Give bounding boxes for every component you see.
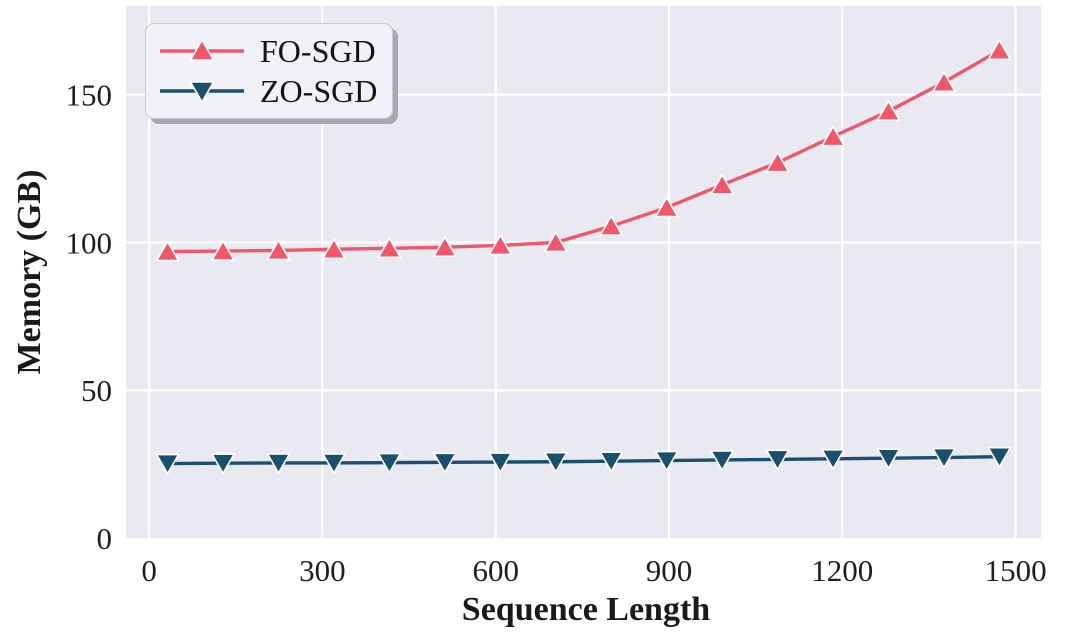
- fo-sgd-marker-icon: [160, 38, 244, 61]
- zo-sgd-marker: [709, 450, 735, 472]
- fo-sgd-marker: [377, 236, 402, 259]
- x-tick-label: 900: [646, 553, 693, 588]
- zo-sgd-marker: [321, 453, 347, 475]
- x-axis-title: Sequence Length: [461, 591, 711, 628]
- fo-sgd-marker: [155, 240, 180, 262]
- fo-sgd-marker: [709, 173, 735, 195]
- legend: FO-SGD ZO-SGD: [145, 23, 393, 119]
- fo-sgd-marker: [321, 237, 347, 260]
- zo-sgd-marker: [765, 449, 790, 471]
- x-tick-label: 600: [472, 553, 519, 588]
- zo-sgd-marker: [654, 450, 680, 473]
- zo-sgd-marker: [931, 447, 957, 470]
- fo-sgd-marker: [820, 125, 846, 147]
- x-tick-label: 1200: [811, 553, 873, 588]
- y-axis-title: Memory (GB): [11, 169, 48, 375]
- zo-sgd-marker: [377, 452, 402, 475]
- fo-sgd-marker: [931, 70, 957, 93]
- x-tick-label: 300: [299, 553, 346, 588]
- fo-sgd-marker: [543, 230, 569, 253]
- x-tick-label: 0: [141, 553, 157, 588]
- fo-sgd-marker: [266, 238, 291, 261]
- legend-item-fo-sgd: FO-SGD: [158, 31, 380, 71]
- fo-sgd-marker: [987, 38, 1012, 61]
- fo-sgd-marker: [432, 235, 458, 257]
- y-tick-label: 50: [81, 373, 112, 408]
- legend-item-zo-sgd: ZO-SGD: [158, 71, 380, 111]
- zo-sgd-marker: [820, 448, 846, 471]
- zo-sgd-marker: [487, 452, 513, 474]
- y-tick-label: 100: [66, 225, 113, 260]
- zo-sgd-marker-icon: [160, 81, 244, 104]
- zo-sgd-marker: [876, 448, 901, 470]
- zo-sgd-marker: [210, 453, 236, 475]
- zo-sgd-marker: [598, 451, 624, 473]
- x-tick-label: 1500: [985, 553, 1047, 588]
- legend-label-zo-sgd: ZO-SGD: [260, 73, 378, 109]
- zo-sgd-marker: [155, 453, 180, 476]
- zo-sgd-line: [165, 455, 1002, 466]
- fo-sgd-line: [165, 48, 1002, 254]
- fo-sgd-marker: [210, 239, 236, 261]
- fo-sgd-marker: [876, 99, 901, 122]
- zo-sgd-marker: [266, 453, 291, 475]
- zo-sgd-marker: [987, 446, 1012, 469]
- fo-sgd-marker: [598, 214, 624, 236]
- zo-sgd-marker: [432, 452, 458, 474]
- y-tick-label: 150: [66, 78, 113, 113]
- zo-sgd-marker: [543, 451, 569, 474]
- fo-sgd-marker: [487, 233, 513, 256]
- fo-sgd-marker: [654, 195, 680, 218]
- y-tick-label: 0: [97, 521, 113, 556]
- legend-label-fo-sgd: FO-SGD: [260, 33, 376, 69]
- fo-sgd-marker: [765, 151, 790, 173]
